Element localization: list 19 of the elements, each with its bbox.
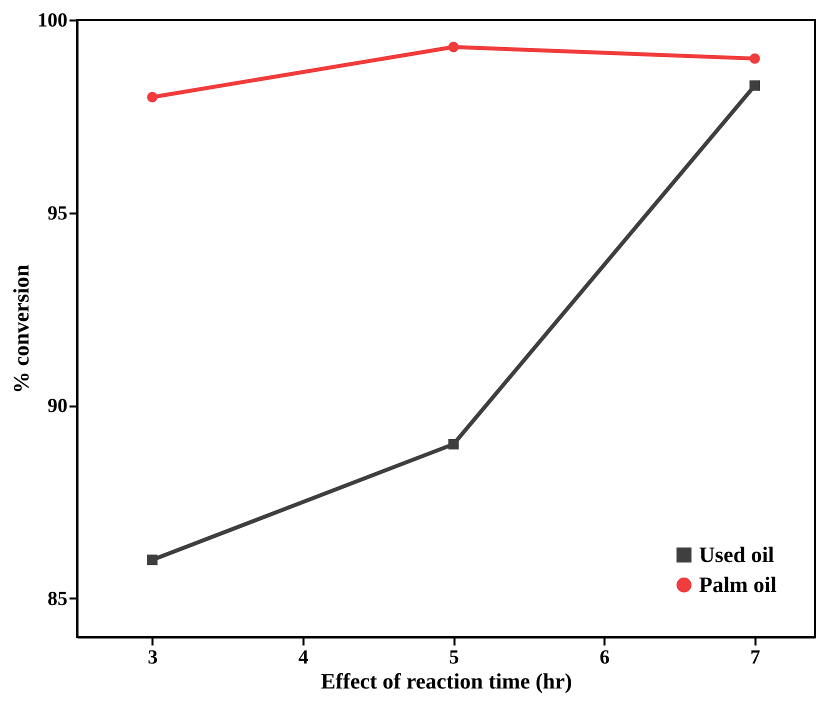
point bbox=[147, 554, 158, 566]
point bbox=[147, 92, 158, 102]
point bbox=[448, 438, 459, 450]
point bbox=[750, 80, 760, 91]
y-tick-label: 85 bbox=[48, 588, 68, 610]
legend-label: Used oil bbox=[699, 542, 774, 567]
x-tick-label: 6 bbox=[600, 646, 610, 668]
x-tick-label: 7 bbox=[750, 646, 760, 668]
y-tick-label: 90 bbox=[48, 395, 68, 418]
legend-label: Palm oil bbox=[699, 572, 777, 597]
y-tick-label: 100 bbox=[38, 10, 68, 32]
x-axis-title: Effect of reaction time (hr) bbox=[320, 668, 572, 694]
point bbox=[750, 53, 760, 64]
y-axis-title: % conversion bbox=[8, 264, 34, 394]
point bbox=[448, 42, 459, 52]
x-tick-label: 5 bbox=[449, 646, 460, 668]
x-tick-label: 4 bbox=[298, 646, 308, 668]
x-tick-label: 3 bbox=[148, 646, 158, 668]
y-tick-label: 95 bbox=[48, 202, 68, 224]
